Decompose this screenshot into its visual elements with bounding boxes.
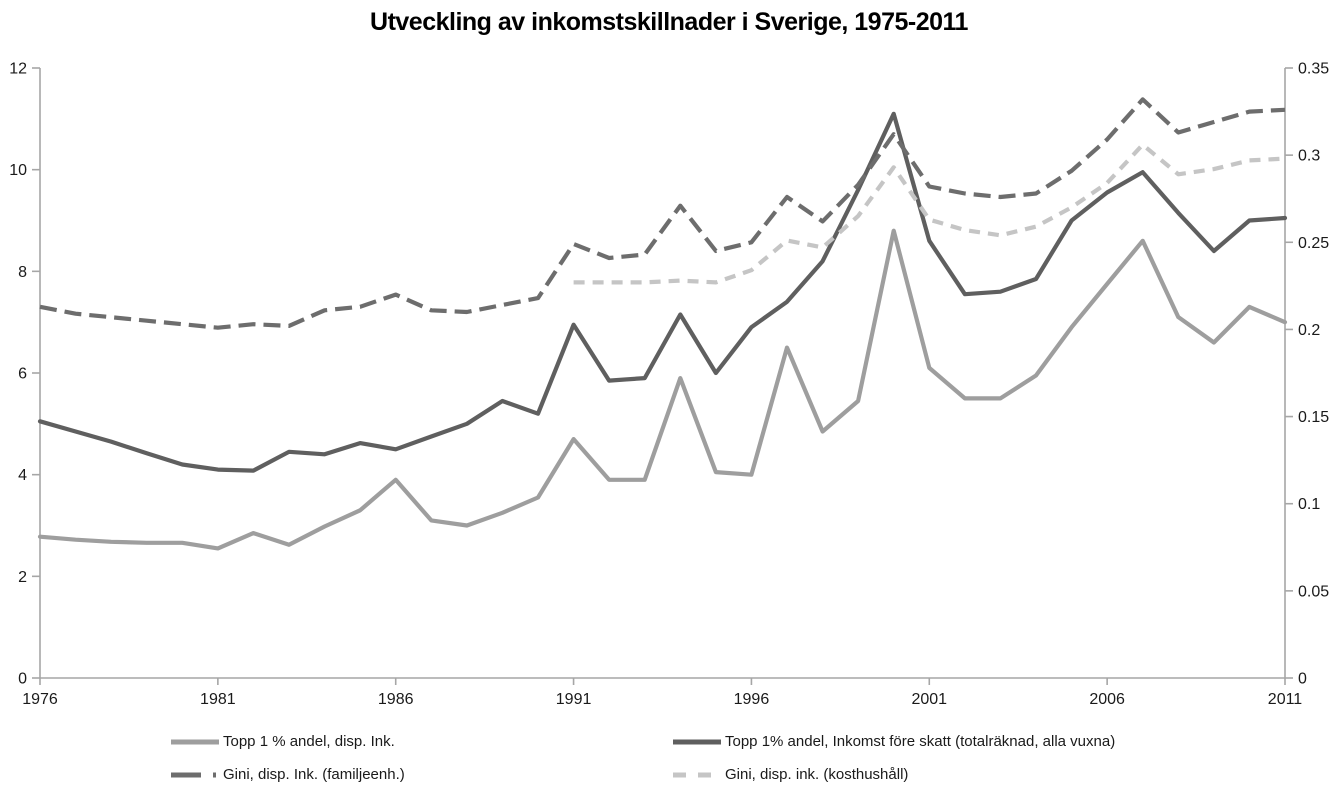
- tick-label: 10: [9, 162, 27, 179]
- tick-label: 1991: [556, 691, 592, 708]
- tick-label: 2001: [911, 691, 947, 708]
- tick-label: 1976: [22, 691, 58, 708]
- tick-label: 1996: [734, 691, 770, 708]
- tick-label: 0: [1298, 671, 1307, 688]
- series-0: [37, 228, 1288, 551]
- tick-label: 8: [18, 264, 27, 281]
- tick-label: 4: [18, 467, 27, 484]
- tick-label: 2011: [1268, 691, 1303, 708]
- x-axis: 1976 1981 1986 1991 1996 2001 2006 2011: [22, 678, 1302, 708]
- series-2: [39, 97, 1286, 330]
- tick-label: 12: [9, 61, 27, 78]
- tick-label: 6: [18, 366, 27, 383]
- right-axis: 0 0.05 0.1 0.15 0.2 0.25 0.3 0.35: [1285, 61, 1329, 688]
- tick-label: 0: [18, 671, 27, 688]
- tick-label: 0.3: [1298, 148, 1320, 165]
- axes: [39, 68, 1286, 679]
- series-1: [37, 111, 1288, 473]
- tick-label: 0.35: [1298, 61, 1329, 78]
- chart-title: Utveckling av inkomstskillnader i Sverig…: [370, 8, 968, 36]
- tick-label: 0.05: [1298, 583, 1329, 600]
- tick-label: 1986: [378, 691, 414, 708]
- series-3: [573, 142, 1286, 285]
- tick-label: 2: [18, 569, 27, 586]
- tick-label: 0.15: [1298, 409, 1329, 426]
- tick-label: 0.1: [1298, 496, 1320, 513]
- left-axis: 0 2 4 6 8 10 12: [9, 61, 40, 688]
- tick-label: 2006: [1089, 691, 1125, 708]
- tick-label: 0.25: [1298, 235, 1329, 252]
- tick-label: 0.2: [1298, 322, 1320, 339]
- tick-label: 1981: [200, 691, 236, 708]
